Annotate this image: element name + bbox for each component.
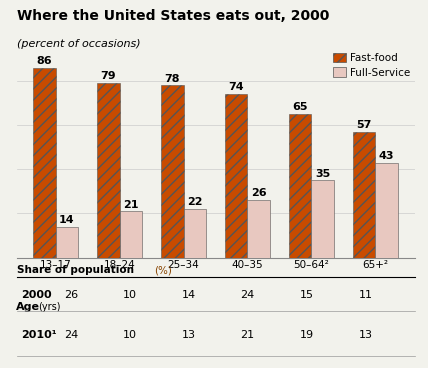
Text: 2000: 2000 [21, 290, 52, 300]
Bar [247, 200, 270, 258]
Bar [289, 114, 312, 258]
Text: 13: 13 [181, 330, 196, 340]
Text: 11: 11 [358, 290, 372, 300]
Bar [225, 94, 247, 258]
Bar [184, 209, 206, 258]
Text: 26: 26 [251, 188, 267, 198]
Text: 26: 26 [64, 290, 78, 300]
Text: Share of population: Share of population [17, 265, 134, 275]
Text: 10: 10 [123, 290, 137, 300]
Text: (yrs): (yrs) [38, 302, 61, 312]
Text: 14: 14 [181, 290, 196, 300]
Text: 78: 78 [164, 74, 180, 84]
Text: 19: 19 [300, 330, 314, 340]
Text: 15: 15 [300, 290, 313, 300]
Text: 14: 14 [59, 215, 74, 225]
Legend: Fast-food, Full-Service: Fast-food, Full-Service [333, 53, 410, 78]
Text: Where the United States eats out, 2000: Where the United States eats out, 2000 [17, 9, 330, 23]
Text: 24: 24 [64, 330, 78, 340]
Text: 2010¹: 2010¹ [21, 330, 57, 340]
Text: 21: 21 [123, 199, 139, 209]
Bar [312, 180, 334, 258]
Text: 57: 57 [357, 120, 372, 130]
Bar [56, 227, 78, 258]
Bar [33, 68, 56, 258]
Bar [161, 85, 184, 258]
Text: (percent of occasions): (percent of occasions) [17, 39, 141, 49]
Text: 35: 35 [315, 169, 330, 178]
Bar [375, 163, 398, 258]
Text: (%): (%) [155, 265, 172, 275]
Text: 65: 65 [293, 102, 308, 112]
Text: Age: Age [16, 302, 40, 312]
Text: 79: 79 [101, 71, 116, 81]
Text: 74: 74 [229, 82, 244, 92]
Text: 43: 43 [379, 151, 395, 161]
Text: 22: 22 [187, 197, 202, 207]
Bar [119, 211, 142, 258]
Text: 21: 21 [241, 330, 255, 340]
Text: 13: 13 [358, 330, 372, 340]
Bar [353, 132, 375, 258]
Bar [97, 83, 119, 258]
Text: 24: 24 [241, 290, 255, 300]
Text: 86: 86 [36, 56, 52, 66]
Text: 10: 10 [123, 330, 137, 340]
